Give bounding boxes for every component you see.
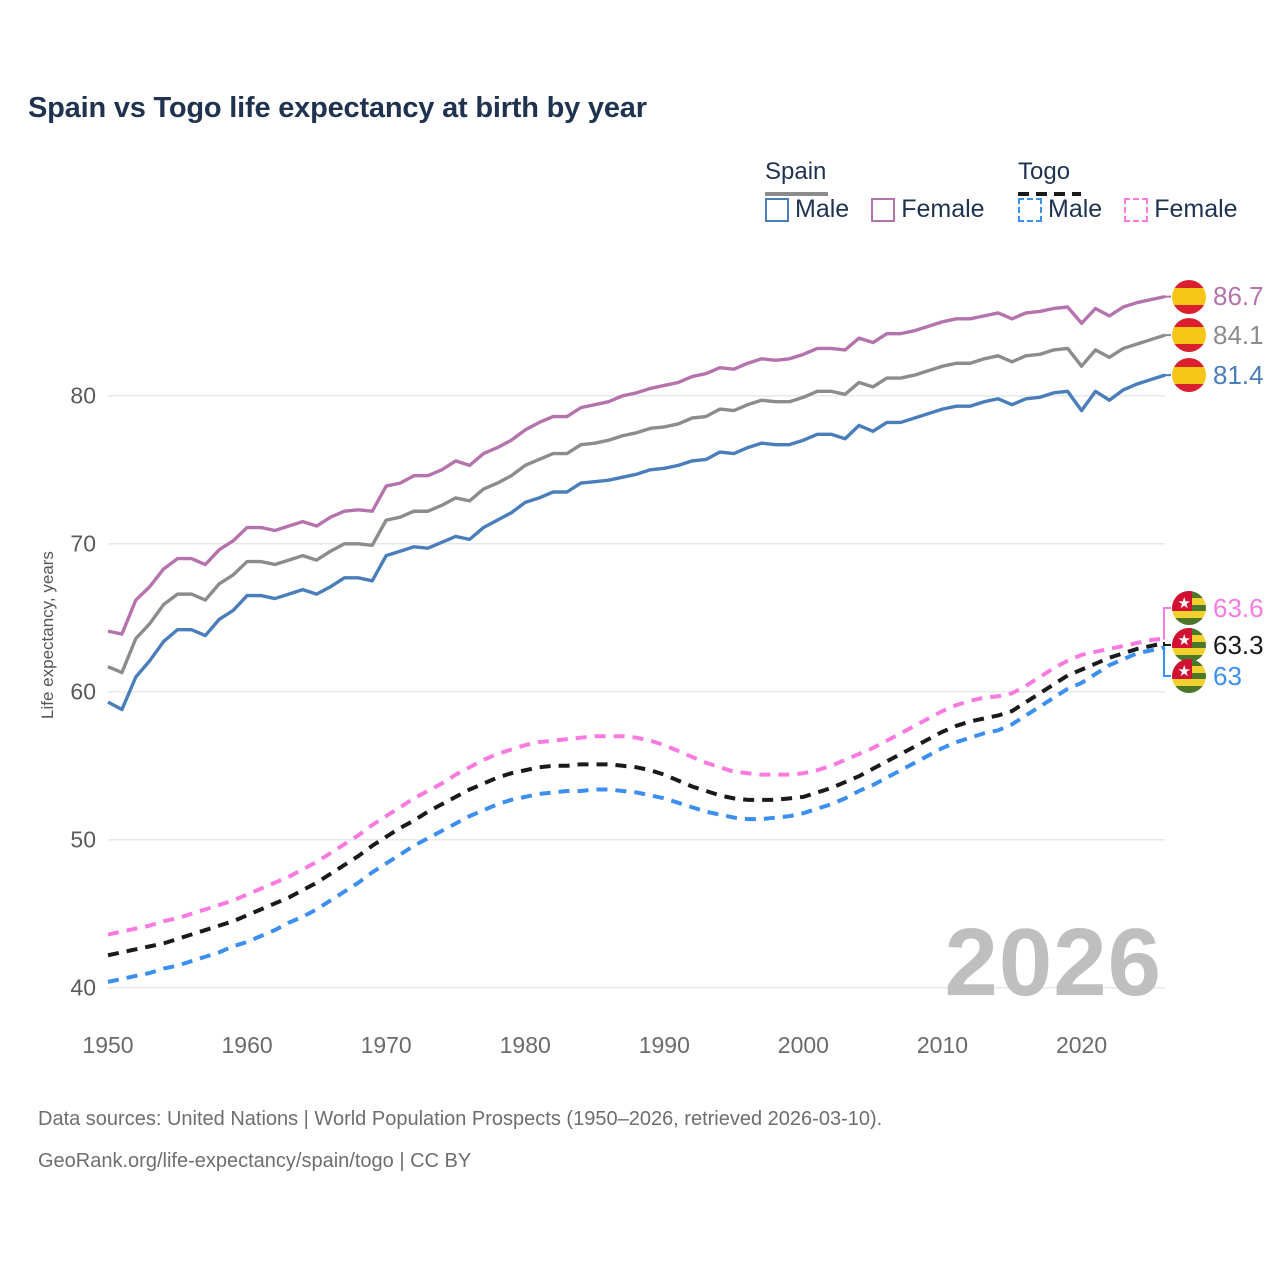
end-label-value: 63.3: [1213, 629, 1264, 660]
legend-rule-togo: [1018, 192, 1081, 196]
x-tick-1990: 1990: [638, 1032, 690, 1058]
end-label-value: 81.4: [1213, 359, 1264, 390]
end-label-value: 84.1: [1213, 319, 1264, 350]
legend-item-togo-male[interactable]: Male: [1018, 195, 1102, 224]
legend-group-togo: Togo Male Female: [1018, 158, 1238, 223]
togo-flag-icon: ★: [1172, 628, 1206, 662]
y-tick-80: 80: [70, 382, 96, 409]
legend-label-spain-female: Female: [901, 195, 985, 223]
end-label-spain-male: 81.4: [1172, 358, 1264, 393]
spain-flag-icon: [1172, 279, 1206, 314]
legend-label-togo-male: Male: [1048, 195, 1103, 223]
series-line-togo-male: [107, 645, 1166, 984]
legend-country-togo: Togo: [1018, 158, 1071, 185]
legend-rule-spain: [765, 192, 828, 196]
togo-flag-icon: ★: [1172, 591, 1206, 625]
chart-legend: Spain Male Female Togo Male: [760, 158, 1260, 240]
leader-line: [1163, 642, 1171, 646]
spain-flag-icon: [1172, 318, 1206, 353]
x-tick-1980: 1980: [499, 1032, 551, 1058]
leader-line: [1163, 607, 1171, 640]
year-watermark: 2026: [944, 909, 1162, 1016]
x-tick-1970: 1970: [360, 1032, 412, 1058]
legend-swatch-icon: [1124, 197, 1149, 222]
legend-country-spain: Spain: [765, 158, 827, 185]
legend-group-spain: Spain Male Female: [765, 158, 985, 223]
end-label-togo-female: ★ 63.6: [1172, 591, 1264, 625]
y-tick-40: 40: [70, 974, 96, 1001]
legend-item-togo-female[interactable]: Female: [1124, 195, 1238, 224]
legend-label-spain-male: Male: [795, 195, 850, 223]
series-line-spain-total: [107, 333, 1166, 675]
legend-item-spain-female[interactable]: Female: [871, 195, 985, 224]
end-label-togo-total: ★ 63.3: [1172, 628, 1264, 662]
series-line-togo-total: [107, 641, 1166, 958]
end-label-spain-female: 86.7: [1172, 279, 1264, 314]
end-label-value: 86.7: [1213, 281, 1264, 312]
footer-attribution: GeoRank.org/life-expectancy/spain/togo |…: [38, 1150, 472, 1172]
y-tick-70: 70: [70, 530, 96, 557]
series-line-spain-female: [107, 294, 1166, 636]
y-tick-60: 60: [70, 678, 96, 705]
spain-flag-icon: [1172, 358, 1206, 393]
series-line-spain-male: [107, 373, 1166, 712]
legend-swatch-icon: [1018, 197, 1042, 222]
end-label-value: 63: [1213, 660, 1242, 691]
y-tick-50: 50: [70, 826, 96, 853]
x-tick-1950: 1950: [82, 1032, 134, 1058]
series-line-togo-female: [107, 636, 1166, 937]
leader-line: [1163, 646, 1171, 677]
legend-swatch-icon: [871, 197, 896, 222]
legend-label-togo-female: Female: [1154, 195, 1238, 223]
footer-data-sources: Data sources: United Nations | World Pop…: [38, 1108, 883, 1130]
end-label-value: 63.6: [1213, 592, 1264, 623]
end-label-spain-total: 84.1: [1172, 318, 1264, 353]
x-tick-2020: 2020: [1055, 1032, 1108, 1058]
legend-item-spain-male[interactable]: Male: [765, 195, 849, 224]
togo-flag-icon: ★: [1172, 659, 1206, 693]
legend-swatch-icon: [765, 197, 789, 222]
end-label-togo-male: ★ 63: [1172, 659, 1242, 693]
x-tick-2000: 2000: [777, 1032, 829, 1058]
page-title: Spain vs Togo life expectancy at birth b…: [28, 92, 647, 124]
x-tick-1960: 1960: [221, 1032, 273, 1058]
x-tick-2010: 2010: [916, 1032, 969, 1058]
